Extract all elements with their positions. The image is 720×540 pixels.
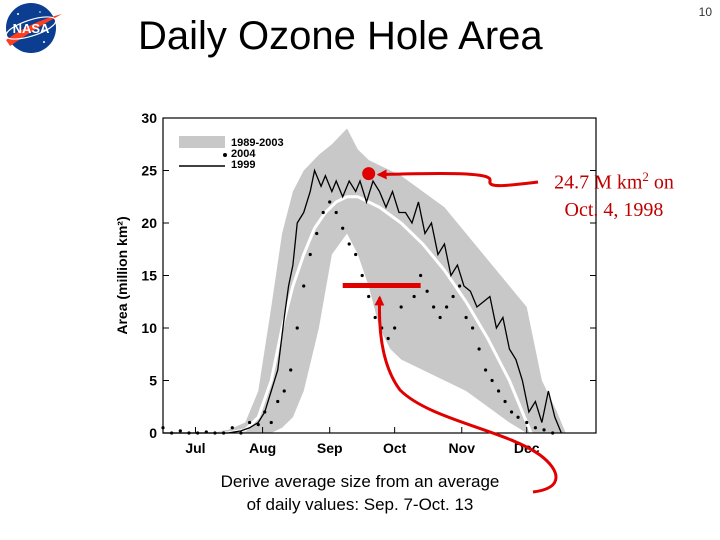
legend-entry: 1999 xyxy=(231,159,255,171)
series-point-2004 xyxy=(315,231,319,236)
series-point-2004 xyxy=(341,226,345,230)
caption-line-1: Derive average size from an average xyxy=(220,472,500,491)
series-point-2004 xyxy=(386,336,390,341)
series-point-2004 xyxy=(477,347,481,351)
legend-swatch-2004 xyxy=(223,153,227,157)
series-point-2004 xyxy=(295,326,299,330)
max-point-marker xyxy=(362,167,376,181)
max-annotation-suffix: on xyxy=(648,171,674,194)
x-tick-label: Sep xyxy=(317,440,343,456)
series-point-2004 xyxy=(354,252,358,257)
y-tick-label: 0 xyxy=(149,425,157,441)
logo-text: NASA xyxy=(13,21,50,36)
series-point-2004 xyxy=(282,389,286,393)
y-tick-label: 30 xyxy=(141,110,157,126)
slide-title: Daily Ozone Hole Area xyxy=(138,14,543,58)
series-point-2004 xyxy=(503,399,507,404)
y-tick-label: 5 xyxy=(149,373,157,389)
series-point-2004 xyxy=(328,200,332,204)
max-annotation-superscript: 2 xyxy=(642,169,649,184)
y-tick-label: 15 xyxy=(141,268,157,284)
series-point-2004 xyxy=(347,242,351,246)
series-point-2004 xyxy=(367,294,371,299)
series-point-2004 xyxy=(412,294,416,299)
series-point-2004 xyxy=(464,315,468,320)
series-point-2004 xyxy=(496,389,501,393)
x-tick-label: Jul xyxy=(185,440,205,456)
series-point-2004 xyxy=(256,423,260,427)
series-point-2004 xyxy=(248,420,252,425)
x-tick-label: Aug xyxy=(249,440,276,456)
series-point-2004 xyxy=(360,273,364,278)
series-point-2004 xyxy=(321,210,325,215)
series-point-2004 xyxy=(432,305,436,309)
series-point-2004 xyxy=(516,415,520,419)
average-bar-arrow xyxy=(374,295,558,494)
y-tick-label: 25 xyxy=(141,163,157,179)
series-point-2004 xyxy=(490,378,494,383)
series-point-2004 xyxy=(334,210,338,215)
series-point-2004 xyxy=(289,368,293,372)
series-point-2004 xyxy=(269,420,273,425)
series-point-2004 xyxy=(483,368,488,372)
max-annotation-value: 24.7 M km xyxy=(554,171,643,194)
series-point-2004 xyxy=(302,284,306,288)
y-axis-label: Area (million km²) xyxy=(114,216,130,334)
series-point-2004 xyxy=(393,326,397,330)
series-point-2004 xyxy=(438,315,442,320)
legend-entry: 1989-2003 xyxy=(231,137,284,149)
caption: Derive average size from an average of d… xyxy=(170,470,550,516)
series-point-2004 xyxy=(230,426,234,430)
series-point-2004 xyxy=(373,315,377,320)
envelope-band xyxy=(163,128,566,433)
series-line-1989-2003 xyxy=(163,195,533,435)
series-point-2004 xyxy=(276,399,280,404)
series-point-2004 xyxy=(178,429,182,433)
series-point-2004 xyxy=(308,252,312,257)
max-annotation-date: Oct. 4, 1998 xyxy=(564,198,664,221)
series-point-2004 xyxy=(509,410,514,414)
series-point-2004 xyxy=(542,428,546,432)
series-point-2004 xyxy=(425,289,429,293)
series-point-2004 xyxy=(525,420,529,425)
legend-swatch-envelope xyxy=(179,136,225,148)
y-tick-label: 20 xyxy=(141,215,157,231)
series-line-1999 xyxy=(163,168,562,434)
nasa-logo: NASA xyxy=(5,3,62,53)
caption-line-2: of daily values: Sep. 7-Oct. 13 xyxy=(246,495,474,514)
series-point-2004 xyxy=(399,305,403,309)
series-point-2004 xyxy=(419,273,423,278)
page-number: 10 xyxy=(698,5,712,19)
series-point-2004 xyxy=(458,284,462,288)
series-point-2004 xyxy=(533,426,537,430)
series-point-2004 xyxy=(451,294,455,299)
max-annotation: 24.7 M km2 on Oct. 4, 1998 xyxy=(526,163,702,224)
x-tick-label: Oct xyxy=(383,440,407,456)
series-point-2004 xyxy=(445,305,449,309)
legend-entry: 2004 xyxy=(231,148,256,160)
max-point-arrow xyxy=(376,169,539,188)
x-tick-label: Nov xyxy=(449,440,476,456)
y-tick-label: 10 xyxy=(141,320,157,336)
series-point-2004 xyxy=(263,410,267,414)
series-point-2004 xyxy=(470,326,475,330)
